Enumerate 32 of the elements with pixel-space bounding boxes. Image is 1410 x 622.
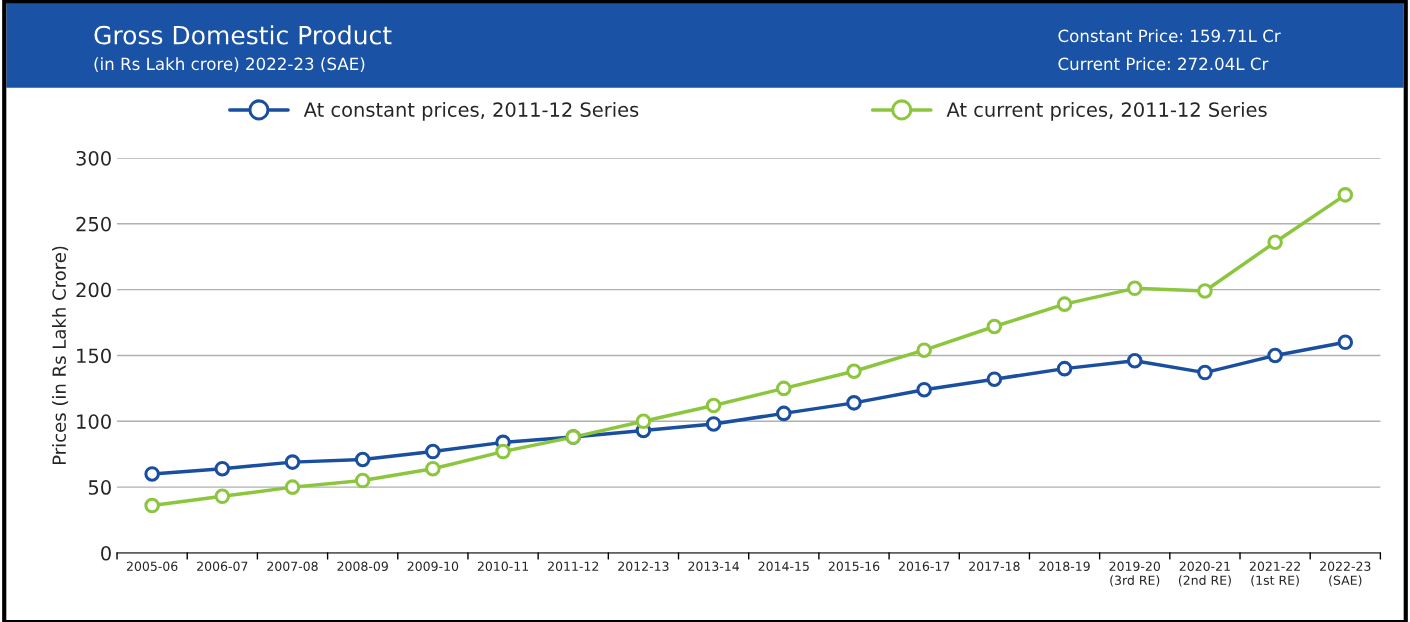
y-tick-label: 300 [76,150,111,166]
text: Constant Price: 159.71L Cr [1058,29,1281,43]
y-tick-label: 50 [88,480,111,495]
y-tick-label: 150 [77,348,111,364]
x-tick-label: 2015-16 [828,561,880,571]
x-tick-label: 2009-10 [407,561,459,571]
x-tick-label: 2008-09 [337,561,388,571]
text: Current Price: 272.04L Cr [1058,57,1269,71]
y-tick-label: 100 [77,414,111,429]
y-tick-label: 0 [101,545,111,561]
x-tick-label: 2014-15 [758,561,809,571]
x-tick-label: 2012-13 [618,561,669,571]
x-tick-label: 2020-21 (2nd RE) [1178,561,1231,587]
x-tick-label: 2019-20 (3rd RE) [1109,561,1161,587]
chart-subtitle: (in Rs Lakh crore) 2022-23 (SAE) [94,57,365,73]
x-tick-label: 2016-17 [898,561,950,571]
x-tick-label: 2021-22 (1st RE) [1249,561,1300,587]
legend-label: At current prices, 2011-12 Series [946,101,1267,121]
x-tick-label: 2022-23 (SAE) [1320,561,1371,587]
x-tick-label: 2013-14 [688,561,740,571]
chart-title: Gross Domestic Product [94,25,392,45]
x-tick-label: 2011-12 [548,561,599,571]
x-tick-label: 2010-11 [477,561,529,571]
y-axis-title: Prices (in Rs Lakh Crore) [52,246,69,465]
legend-label: At constant prices, 2011-12 Series [303,101,639,121]
x-tick-label: 2018-19 [1039,561,1090,571]
y-tick-label: 250 [76,216,111,232]
x-tick-label: 2006-07 [197,561,248,571]
x-tick-label: 2007-08 [267,561,318,571]
y-tick-label: 200 [76,282,111,298]
x-tick-label: 2017-18 [969,561,1020,571]
x-tick-label: 2005-06 [126,561,178,571]
